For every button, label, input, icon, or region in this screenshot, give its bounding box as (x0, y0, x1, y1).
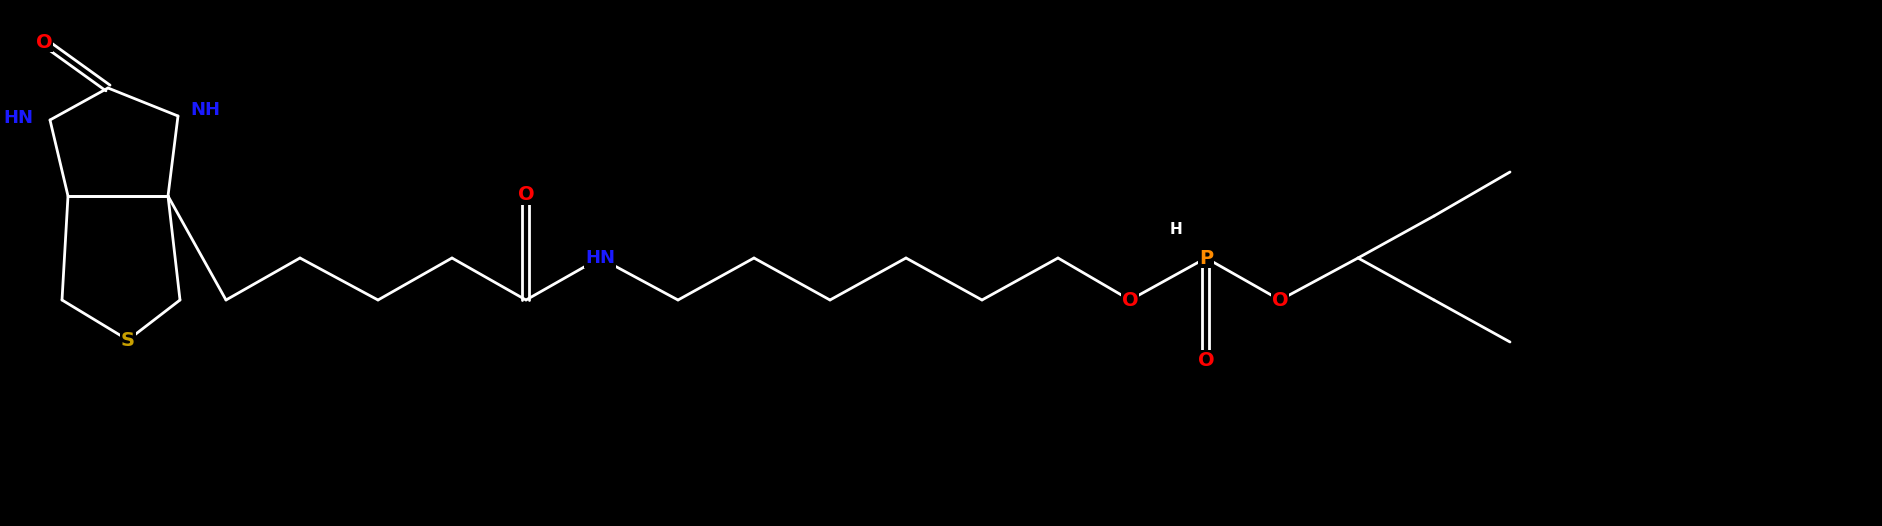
Text: P: P (1199, 248, 1214, 268)
Text: O: O (36, 33, 53, 52)
Text: H: H (1169, 222, 1182, 238)
Text: O: O (1197, 350, 1214, 369)
Text: HN: HN (4, 109, 34, 127)
Text: NH: NH (190, 101, 220, 119)
Text: O: O (1272, 290, 1289, 309)
Text: O: O (1122, 290, 1139, 309)
Text: S: S (120, 330, 136, 349)
Text: HN: HN (585, 249, 615, 267)
Text: O: O (518, 186, 534, 205)
